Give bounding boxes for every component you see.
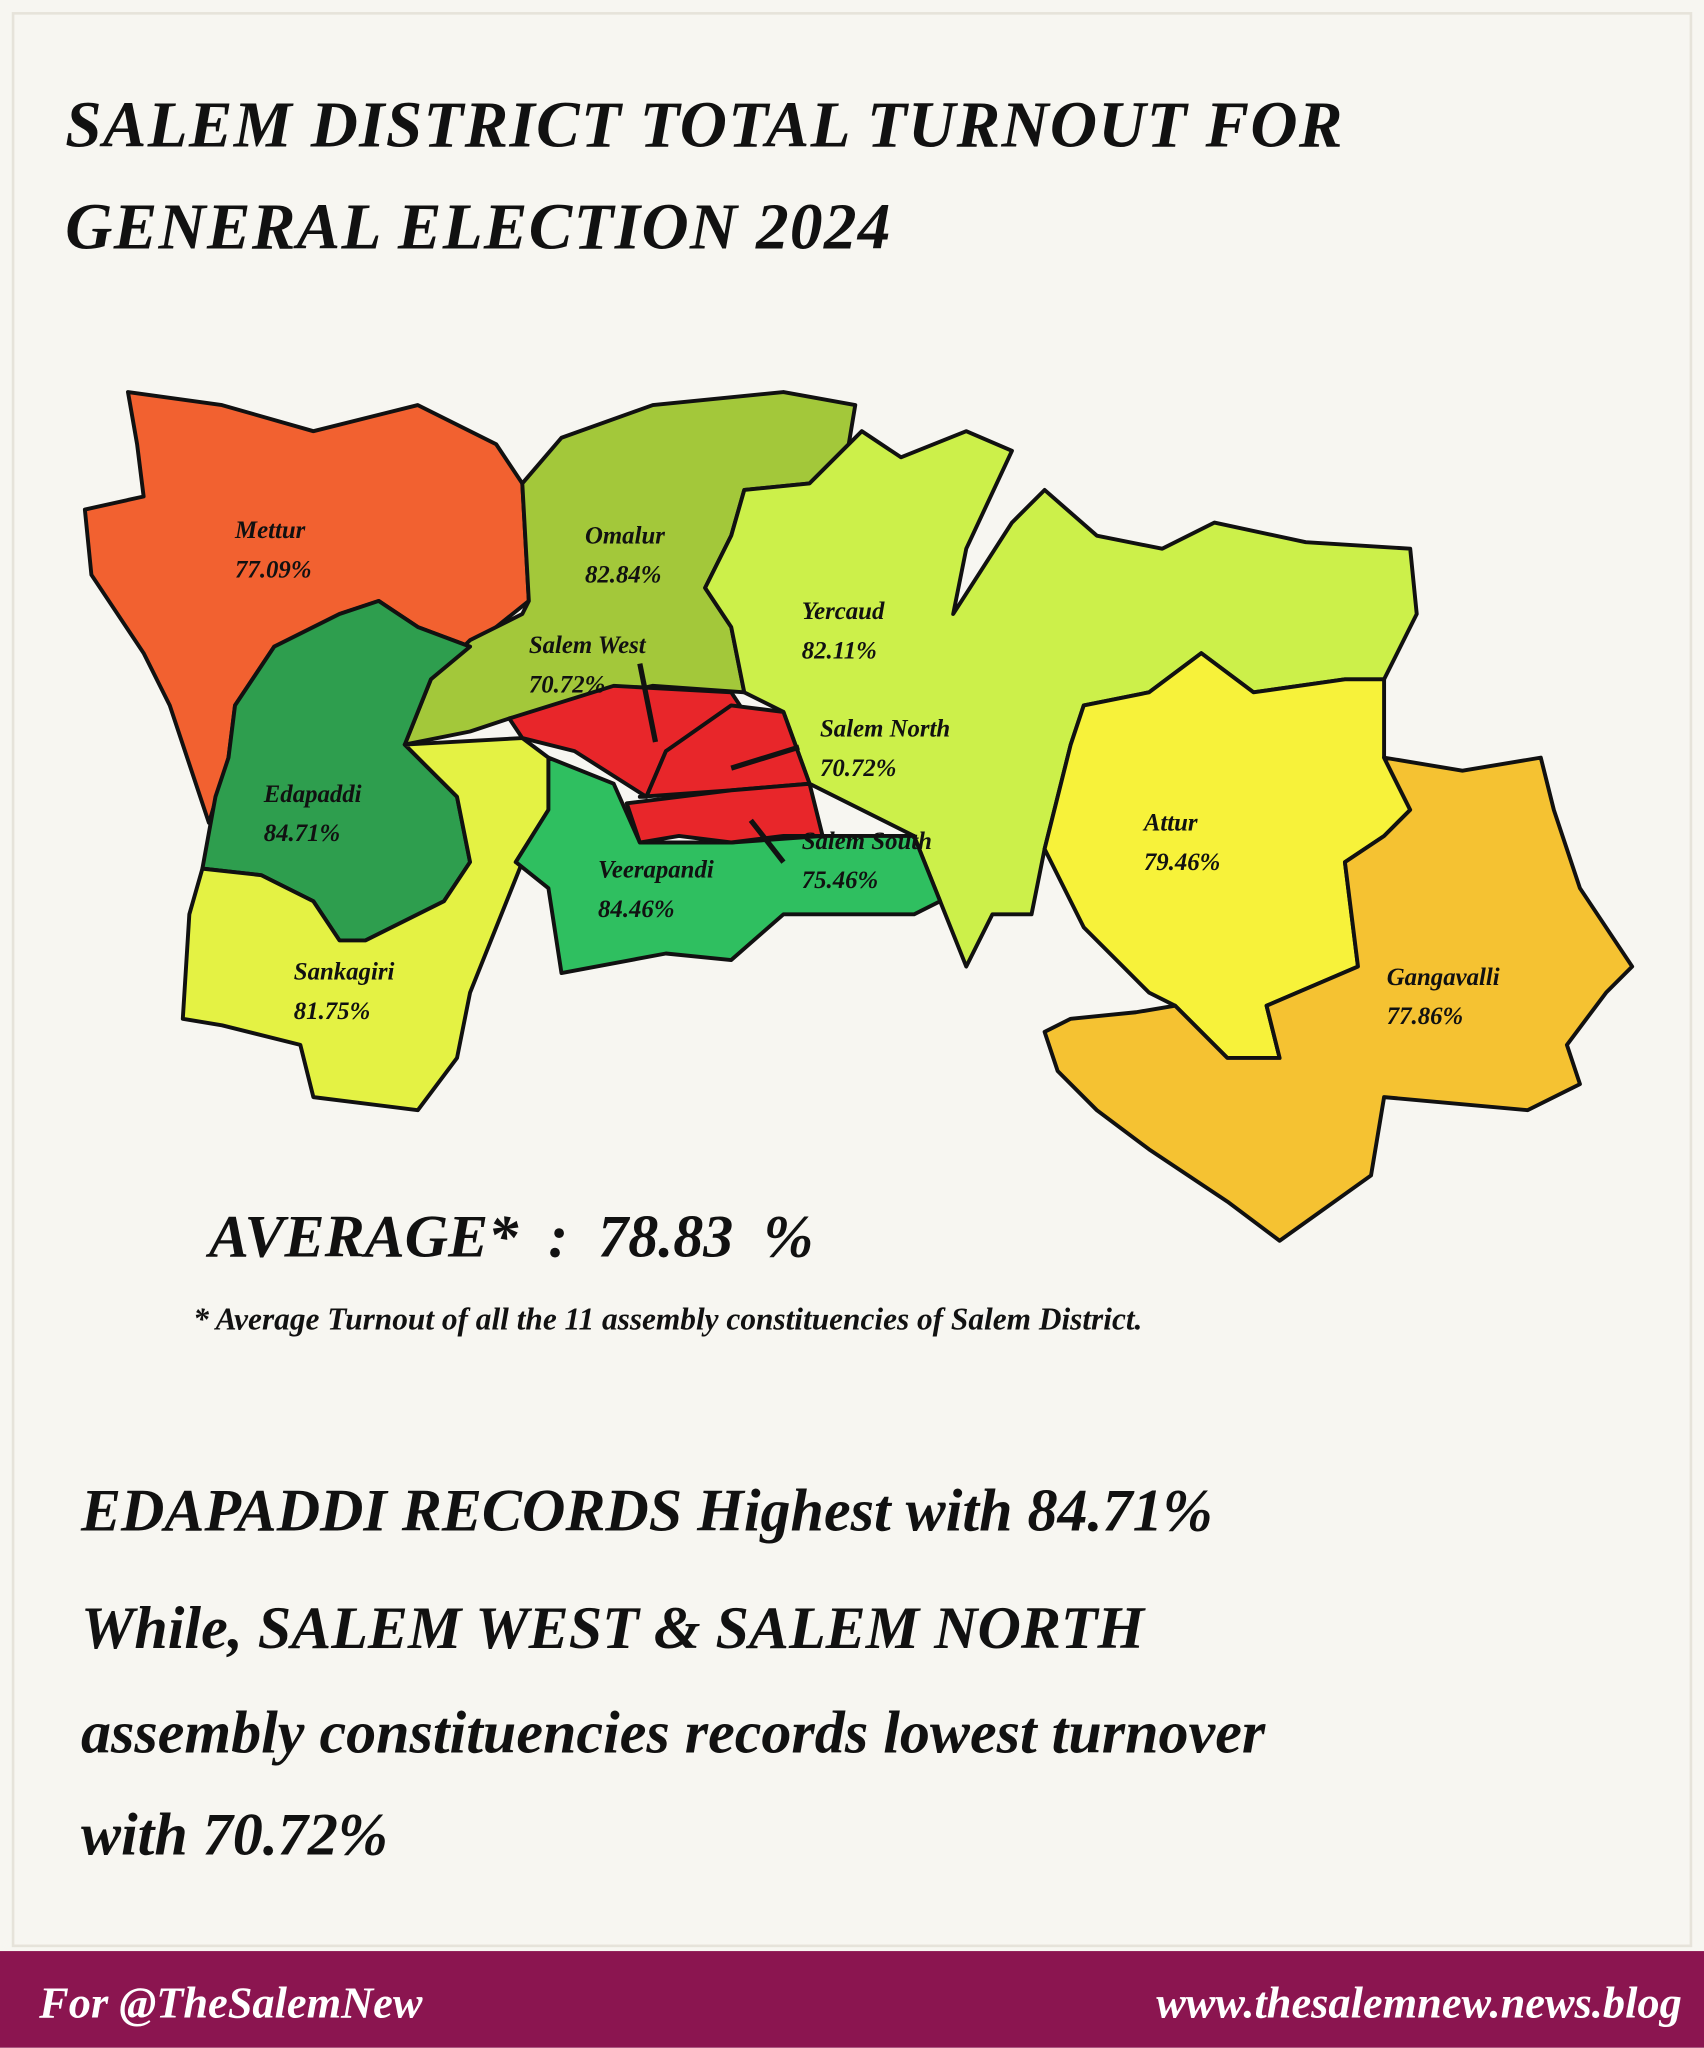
region-turnout: 81.75% xyxy=(294,998,370,1025)
region-name: Attur xyxy=(1142,810,1198,837)
region-turnout: 82.11% xyxy=(802,637,877,664)
footer-bar xyxy=(0,1951,1704,2048)
pointer-arrow xyxy=(730,744,800,771)
region-turnout: 77.86% xyxy=(1387,1003,1463,1030)
border xyxy=(11,12,1693,1948)
region-name: Salem North xyxy=(820,716,950,743)
footer-website[interactable]: www.thesalemnew.news.blog xyxy=(1156,1978,1682,2028)
region-turnout: 79.46% xyxy=(1144,849,1220,876)
region-gangavalli xyxy=(1042,755,1635,1243)
footer-handle: For @TheSalemNew xyxy=(38,1978,423,2028)
region-name: Salem West xyxy=(529,632,647,659)
region-name: Omalur xyxy=(585,522,665,549)
region-turnout: 70.72% xyxy=(820,755,896,782)
map: Mettur 77.09% Omalur 82.84% Yercaud 82.1… xyxy=(82,390,1635,1243)
region-salem-south xyxy=(624,781,825,845)
region-turnout: 75.46% xyxy=(802,867,878,894)
region-name: Sankagiri xyxy=(294,959,395,986)
region-name: Mettur xyxy=(234,517,306,544)
region-name: Salem South xyxy=(802,828,932,855)
pointer-arrow xyxy=(637,663,659,743)
summary-line: with 70.72% xyxy=(81,1800,388,1867)
title-line: SALEM DISTRICT TOTAL TURNOUT FOR xyxy=(65,90,1343,162)
footnote: * Average Turnout of all the 11 assembly… xyxy=(193,1302,1142,1337)
region-veerapandi xyxy=(513,755,943,976)
summary-line: assembly constituencies records lowest t… xyxy=(81,1699,1266,1766)
average-turnout: AVERAGE* : 78.83 % xyxy=(205,1202,813,1269)
region-turnout: 82.84% xyxy=(585,562,661,589)
pointer-arrow xyxy=(748,818,786,864)
region-name: Veerapandi xyxy=(598,857,714,884)
summary-line: EDAPADDI RECORDS Highest with 84.71% xyxy=(80,1477,1213,1544)
region-name: Gangavalli xyxy=(1387,964,1500,991)
region-turnout: 84.46% xyxy=(598,896,674,923)
region-turnout: 84.71% xyxy=(264,820,340,847)
summary-line: While, SALEM WEST & SALEM NORTH xyxy=(81,1594,1147,1661)
region-turnout: 70.72% xyxy=(529,671,605,698)
title-line: GENERAL ELECTION 2024 xyxy=(65,191,891,263)
region-name: Yercaud xyxy=(802,598,885,625)
region-turnout: 77.09% xyxy=(235,556,311,583)
region-name: Edapaddi xyxy=(263,781,362,808)
